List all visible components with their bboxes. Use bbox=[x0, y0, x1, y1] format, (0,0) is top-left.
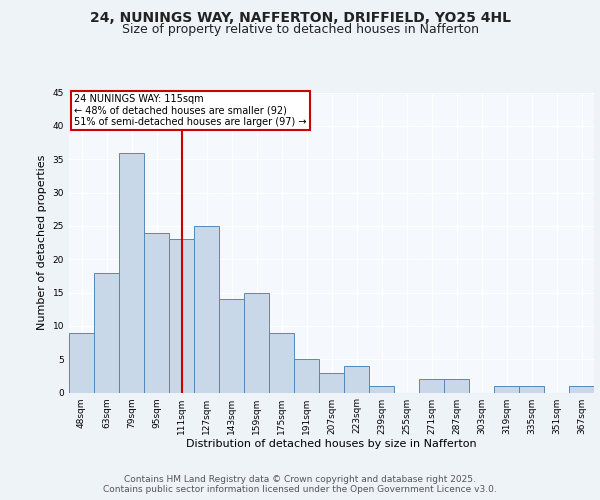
Bar bbox=[269, 332, 294, 392]
Text: Size of property relative to detached houses in Nafferton: Size of property relative to detached ho… bbox=[121, 24, 479, 36]
Bar bbox=[194, 226, 219, 392]
Bar bbox=[369, 386, 394, 392]
Text: 24, NUNINGS WAY, NAFFERTON, DRIFFIELD, YO25 4HL: 24, NUNINGS WAY, NAFFERTON, DRIFFIELD, Y… bbox=[89, 10, 511, 24]
Bar bbox=[444, 379, 469, 392]
Y-axis label: Number of detached properties: Number of detached properties bbox=[37, 155, 47, 330]
Bar bbox=[244, 292, 269, 392]
Bar bbox=[219, 299, 244, 392]
Bar bbox=[319, 372, 344, 392]
Bar bbox=[69, 332, 94, 392]
Text: 24 NUNINGS WAY: 115sqm
← 48% of detached houses are smaller (92)
51% of semi-det: 24 NUNINGS WAY: 115sqm ← 48% of detached… bbox=[74, 94, 307, 127]
Text: Contains HM Land Registry data © Crown copyright and database right 2025.
Contai: Contains HM Land Registry data © Crown c… bbox=[103, 474, 497, 494]
X-axis label: Distribution of detached houses by size in Nafferton: Distribution of detached houses by size … bbox=[186, 440, 477, 450]
Bar bbox=[119, 152, 144, 392]
Bar bbox=[144, 232, 169, 392]
Bar bbox=[94, 272, 119, 392]
Bar bbox=[169, 239, 194, 392]
Bar bbox=[294, 359, 319, 392]
Bar bbox=[569, 386, 594, 392]
Bar bbox=[419, 379, 444, 392]
Bar bbox=[344, 366, 369, 392]
Bar bbox=[494, 386, 519, 392]
Bar bbox=[519, 386, 544, 392]
